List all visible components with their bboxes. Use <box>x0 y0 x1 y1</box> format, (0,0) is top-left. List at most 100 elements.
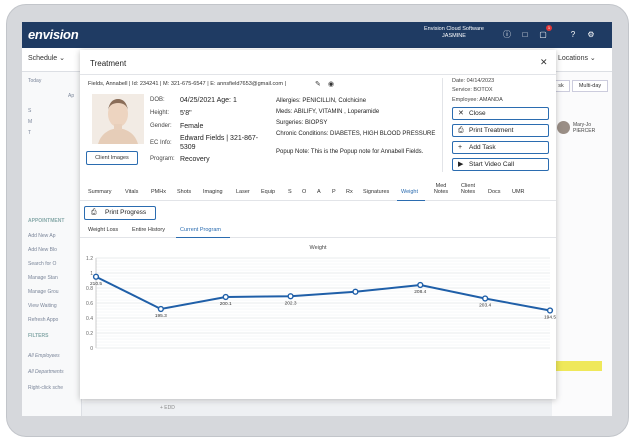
add-appointment-link[interactable]: Add New Ap <box>28 233 56 239</box>
locations-dropdown[interactable]: Locations ⌄ <box>558 55 596 62</box>
client-images-button[interactable]: Client Images <box>86 151 138 165</box>
program-label: Program: <box>150 156 175 162</box>
series-line <box>95 275 551 312</box>
schedule-dropdown[interactable]: Schedule ⌄ <box>28 55 65 62</box>
close-button[interactable]: ✕ Close <box>452 107 549 120</box>
ec-value: Edward Fields | 321-867-5309 <box>180 135 259 151</box>
close-label: Close <box>469 110 486 117</box>
add-block-link[interactable]: Add New Blo <box>28 247 57 253</box>
dob-label: DOB: <box>150 97 165 103</box>
data-point <box>417 281 424 289</box>
tab-client-notes[interactable]: Client Notes <box>460 183 476 195</box>
y-tick-label: 0.2 <box>86 331 93 337</box>
print-treatment-button[interactable]: ⎙ Print Treatment <box>452 124 549 137</box>
y-tick-label: 0.4 <box>86 316 93 322</box>
height-label: Height: <box>150 110 170 116</box>
printer-icon: ⎙ <box>91 209 97 216</box>
gear-icon[interactable]: ⚙ <box>587 30 595 39</box>
tab-summary[interactable]: Summary <box>88 189 112 195</box>
manage-groups-link[interactable]: Manage Grou <box>28 289 59 295</box>
meds-label: Meds: <box>276 109 293 115</box>
video-call-label: Start Video Call <box>469 161 515 168</box>
search-link[interactable]: Search for O <box>28 261 57 267</box>
notification-icon[interactable]: ▢ <box>539 30 547 39</box>
right-click-hint: Right-click sche <box>28 385 64 391</box>
gender-label: Gender: <box>150 123 172 129</box>
tab-docs[interactable]: Docs <box>488 189 501 195</box>
view-waiting-link[interactable]: View Waiting <box>28 303 57 309</box>
tab-a[interactable]: A <box>317 189 321 195</box>
data-point <box>482 295 489 302</box>
weight-subtabs: Weight Loss Entire History Current Progr… <box>80 226 556 238</box>
y-tick-label: 1 <box>90 271 93 277</box>
tab-laser[interactable]: Laser <box>236 189 250 195</box>
tab-o[interactable]: O <box>302 189 307 195</box>
today-button[interactable]: Today <box>28 78 42 84</box>
tab-shots[interactable]: Shots <box>177 189 192 195</box>
treatment-tabs: Summary Vitals PMHx Shots Imaging Laser … <box>80 181 556 201</box>
printer-icon: ⎙ <box>458 127 464 134</box>
weekday-s: S <box>28 108 32 114</box>
popup-label: Popup Note: <box>276 149 310 155</box>
tab-med-notes[interactable]: Med Notes <box>433 183 449 195</box>
chart-title: Weight <box>309 245 326 251</box>
cloud-title: Envision Cloud Software <box>424 26 484 32</box>
chat-icon[interactable]: □ <box>522 30 528 39</box>
meds-row: Meds: ABILIFY, VITAMIN , Loperamide <box>276 108 441 116</box>
tab-pmhx[interactable]: PMHx <box>151 189 166 195</box>
highlighted-slot[interactable] <box>552 361 602 371</box>
y-tick-label: 0.6 <box>86 301 93 307</box>
subtab-entire-history[interactable]: Entire History <box>132 227 166 233</box>
departments-filter[interactable]: All Departments <box>28 369 64 375</box>
data-point <box>157 305 164 313</box>
tab-s[interactable]: S <box>288 189 292 195</box>
right-column: sk Multi-day Mary-Jo PIERCER <box>552 72 612 416</box>
staff-name: Mary-Jo PIERCER <box>573 122 596 134</box>
tab-equip[interactable]: Equip <box>261 189 276 195</box>
avatar <box>557 121 570 134</box>
tab-rx[interactable]: Rx <box>346 189 353 195</box>
employees-filter[interactable]: All Employees <box>28 353 60 359</box>
tab-p[interactable]: P <box>332 189 336 195</box>
data-point <box>352 288 359 295</box>
data-point <box>287 293 294 300</box>
allergies-label: Allergies: <box>276 98 301 104</box>
subtab-weight-loss[interactable]: Weight Loss <box>88 227 119 233</box>
notification-badge: 1 <box>546 25 552 31</box>
camera-icon[interactable]: ◉ <box>328 81 335 88</box>
program-value: Recovery <box>180 156 210 163</box>
manage-standing-link[interactable]: Manage Stan <box>28 275 58 281</box>
edit-icon[interactable]: ✎ <box>315 81 321 88</box>
treatment-employee: Employee: AMANDA <box>452 97 503 103</box>
tab-imaging[interactable]: Imaging <box>203 189 223 195</box>
tab-vitals[interactable]: Vitals <box>125 189 139 195</box>
y-tick-label: 0.8 <box>86 286 93 292</box>
print-progress-label: Print Progress <box>105 209 147 216</box>
print-progress-button[interactable]: ⎙ Print Progress <box>84 206 156 220</box>
left-sidebar: Today Ap S M T APPOINTMENT Add New Ap Ad… <box>22 72 82 416</box>
refresh-link[interactable]: Refresh Appo <box>28 317 59 323</box>
help-icon[interactable]: ? <box>570 30 576 39</box>
subtab-current-program[interactable]: Current Program <box>180 227 221 233</box>
video-icon: ▶ <box>458 161 464 168</box>
tab-signatures[interactable]: Signatures <box>363 189 390 195</box>
calendar-grid <box>82 402 552 416</box>
tab-umr[interactable]: UMR <box>512 189 525 195</box>
close-icon[interactable]: ✕ <box>540 57 548 67</box>
start-video-call-button[interactable]: ▶ Start Video Call <box>452 158 549 171</box>
popup-note-row: Popup Note: This is the Popup note for A… <box>276 148 441 156</box>
chronic-label: Chronic Conditions: <box>276 131 329 137</box>
tab-weight[interactable]: Weight <box>401 189 419 195</box>
cloud-user: JASMINE <box>442 33 466 39</box>
divider <box>442 78 443 172</box>
data-label: 208.4 <box>414 289 426 295</box>
data-label: 203.4 <box>479 303 491 309</box>
data-point <box>222 293 229 301</box>
add-task-button[interactable]: + Add Task <box>452 141 549 154</box>
y-tick-label: 1.2 <box>86 256 93 262</box>
cloud-account[interactable]: Envision Cloud Software JASMINE <box>424 26 484 40</box>
treatment-date: Date: 04/14/2023 <box>452 78 495 84</box>
headset-icon[interactable]: ⓘ <box>503 30 511 39</box>
chronic-value: DIABETES, HIGH BLOOD PRESSURE <box>330 131 436 137</box>
multi-day-button[interactable]: Multi-day <box>572 80 608 92</box>
